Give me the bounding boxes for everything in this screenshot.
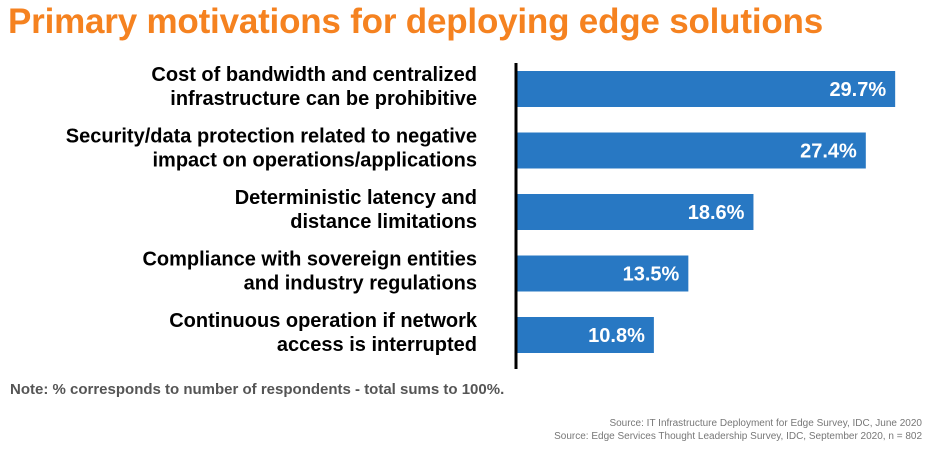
bar-2: [516, 132, 866, 169]
category-label-2-line-2: impact on operations/applications: [153, 150, 478, 172]
bar-value-label-2: 27.4%: [800, 141, 857, 163]
bar-4: [516, 255, 689, 292]
bar-value-label-4: 13.5%: [623, 264, 680, 286]
bar-1: [516, 71, 896, 107]
category-label-1-line-1: Cost of bandwidth and centralized: [151, 64, 477, 86]
category-label-5-line-2: access is interrupted: [277, 334, 477, 356]
chart-note: Note: % corresponds to number of respond…: [10, 381, 505, 398]
category-label-1-line-2: infrastructure can be prohibitive: [170, 88, 477, 110]
category-label-3-line-2: distance limitations: [290, 211, 477, 233]
bar-3: [516, 194, 754, 230]
category-label-2-line-1: Security/data protection related to nega…: [66, 126, 477, 148]
source-line-1: Source: IT Infrastructure Deployment for…: [609, 418, 922, 429]
bar-5: [516, 317, 654, 353]
category-label-4-line-2: and industry regulations: [244, 273, 477, 295]
bar-value-label-3: 18.6%: [688, 202, 745, 224]
source-line-2: Source: Edge Services Thought Leadership…: [554, 431, 922, 442]
chart-title: Primary motivations for deploying edge s…: [8, 2, 823, 41]
category-label-4-line-1: Compliance with sovereign entities: [142, 249, 477, 271]
bar-value-label-5: 10.8%: [588, 325, 645, 347]
bar-value-label-1: 29.7%: [829, 79, 886, 101]
category-label-5-line-1: Continuous operation if network: [169, 310, 478, 332]
category-label-3-line-1: Deterministic latency and: [235, 187, 477, 209]
